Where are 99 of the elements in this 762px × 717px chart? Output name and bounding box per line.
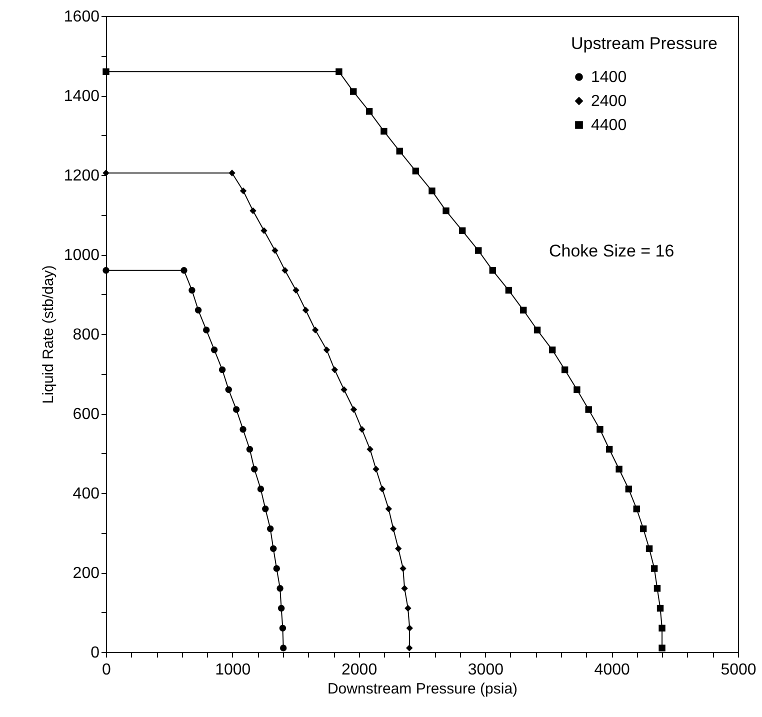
point <box>475 247 482 254</box>
point <box>616 466 622 473</box>
y-tick-label: 1600 <box>64 8 100 26</box>
point <box>378 486 386 492</box>
point <box>272 247 278 254</box>
point <box>273 565 280 572</box>
y-tick-label: 600 <box>72 406 100 423</box>
point <box>534 326 541 334</box>
point <box>340 386 348 394</box>
point <box>240 188 247 194</box>
annotation: Choke Size = 16 <box>548 241 674 260</box>
legend-label: 1400 <box>591 69 627 86</box>
x-tick-label: 4000 <box>594 662 630 678</box>
point <box>366 108 373 115</box>
point <box>404 604 412 612</box>
point <box>279 624 286 632</box>
point <box>266 525 274 532</box>
point <box>640 525 647 532</box>
point <box>366 446 374 453</box>
y-tick-label: 1000 <box>64 247 100 264</box>
legend-label: 2400 <box>591 93 627 110</box>
point <box>225 386 232 393</box>
point <box>280 644 287 652</box>
point <box>270 545 277 552</box>
point <box>276 585 284 592</box>
point <box>658 644 666 652</box>
point <box>232 406 240 413</box>
point <box>574 386 580 394</box>
point <box>380 128 388 135</box>
point <box>102 68 110 76</box>
point <box>228 170 236 176</box>
point <box>372 466 380 473</box>
point <box>606 446 613 453</box>
legend-title: Upstream Pressure <box>571 34 718 53</box>
point <box>548 346 556 354</box>
point <box>654 585 661 592</box>
legend-label: 4400 <box>591 117 627 134</box>
point <box>406 644 413 652</box>
point <box>412 168 420 174</box>
point <box>218 366 226 374</box>
point <box>331 366 338 374</box>
point <box>336 68 342 76</box>
point <box>282 267 288 274</box>
point <box>194 306 202 314</box>
point <box>278 604 285 612</box>
point <box>246 446 254 453</box>
point <box>292 286 300 294</box>
point <box>585 406 592 413</box>
point <box>180 267 188 274</box>
point <box>390 525 397 532</box>
y-tick-label: 1200 <box>64 168 100 184</box>
point <box>396 148 403 155</box>
point <box>302 306 310 314</box>
point <box>312 326 319 334</box>
x-tick-label: 2000 <box>342 662 378 678</box>
point <box>489 267 496 274</box>
point <box>188 286 196 294</box>
point <box>250 207 256 214</box>
point <box>505 286 512 294</box>
x-tick-label: 3000 <box>468 662 504 678</box>
point <box>406 624 413 632</box>
point <box>350 406 358 413</box>
y-tick-label: 400 <box>72 486 100 502</box>
y-tick-label: 0 <box>90 644 100 662</box>
point <box>102 267 110 274</box>
point <box>262 506 269 512</box>
point <box>240 426 246 433</box>
point <box>650 565 658 572</box>
point <box>658 624 666 632</box>
point <box>395 545 402 552</box>
point <box>350 88 357 95</box>
y-axis-title: Liquid Rate (stb/day) <box>40 265 57 404</box>
y-tick-label: 200 <box>72 565 100 582</box>
point <box>656 604 664 612</box>
point <box>323 346 330 354</box>
x-axis-title: Downstream Pressure (psia) <box>327 680 518 698</box>
point <box>210 346 218 354</box>
point <box>458 227 466 234</box>
point <box>358 426 366 433</box>
point <box>260 227 268 234</box>
x-tick-label: 0 <box>102 662 112 678</box>
point <box>203 326 210 334</box>
point <box>401 585 408 592</box>
point <box>646 545 653 552</box>
point <box>596 426 604 433</box>
point <box>257 486 264 492</box>
x-tick-label: 1000 <box>215 662 251 678</box>
x-tick-label: 5000 <box>720 662 756 678</box>
point <box>428 188 436 194</box>
point <box>442 207 450 214</box>
y-tick-label: 1400 <box>64 88 100 105</box>
point <box>633 506 640 512</box>
point <box>625 486 632 492</box>
point <box>385 506 392 512</box>
point <box>561 366 568 374</box>
point <box>400 565 406 572</box>
point <box>251 466 258 472</box>
y-tick-label: 800 <box>72 326 100 344</box>
point <box>520 306 527 314</box>
